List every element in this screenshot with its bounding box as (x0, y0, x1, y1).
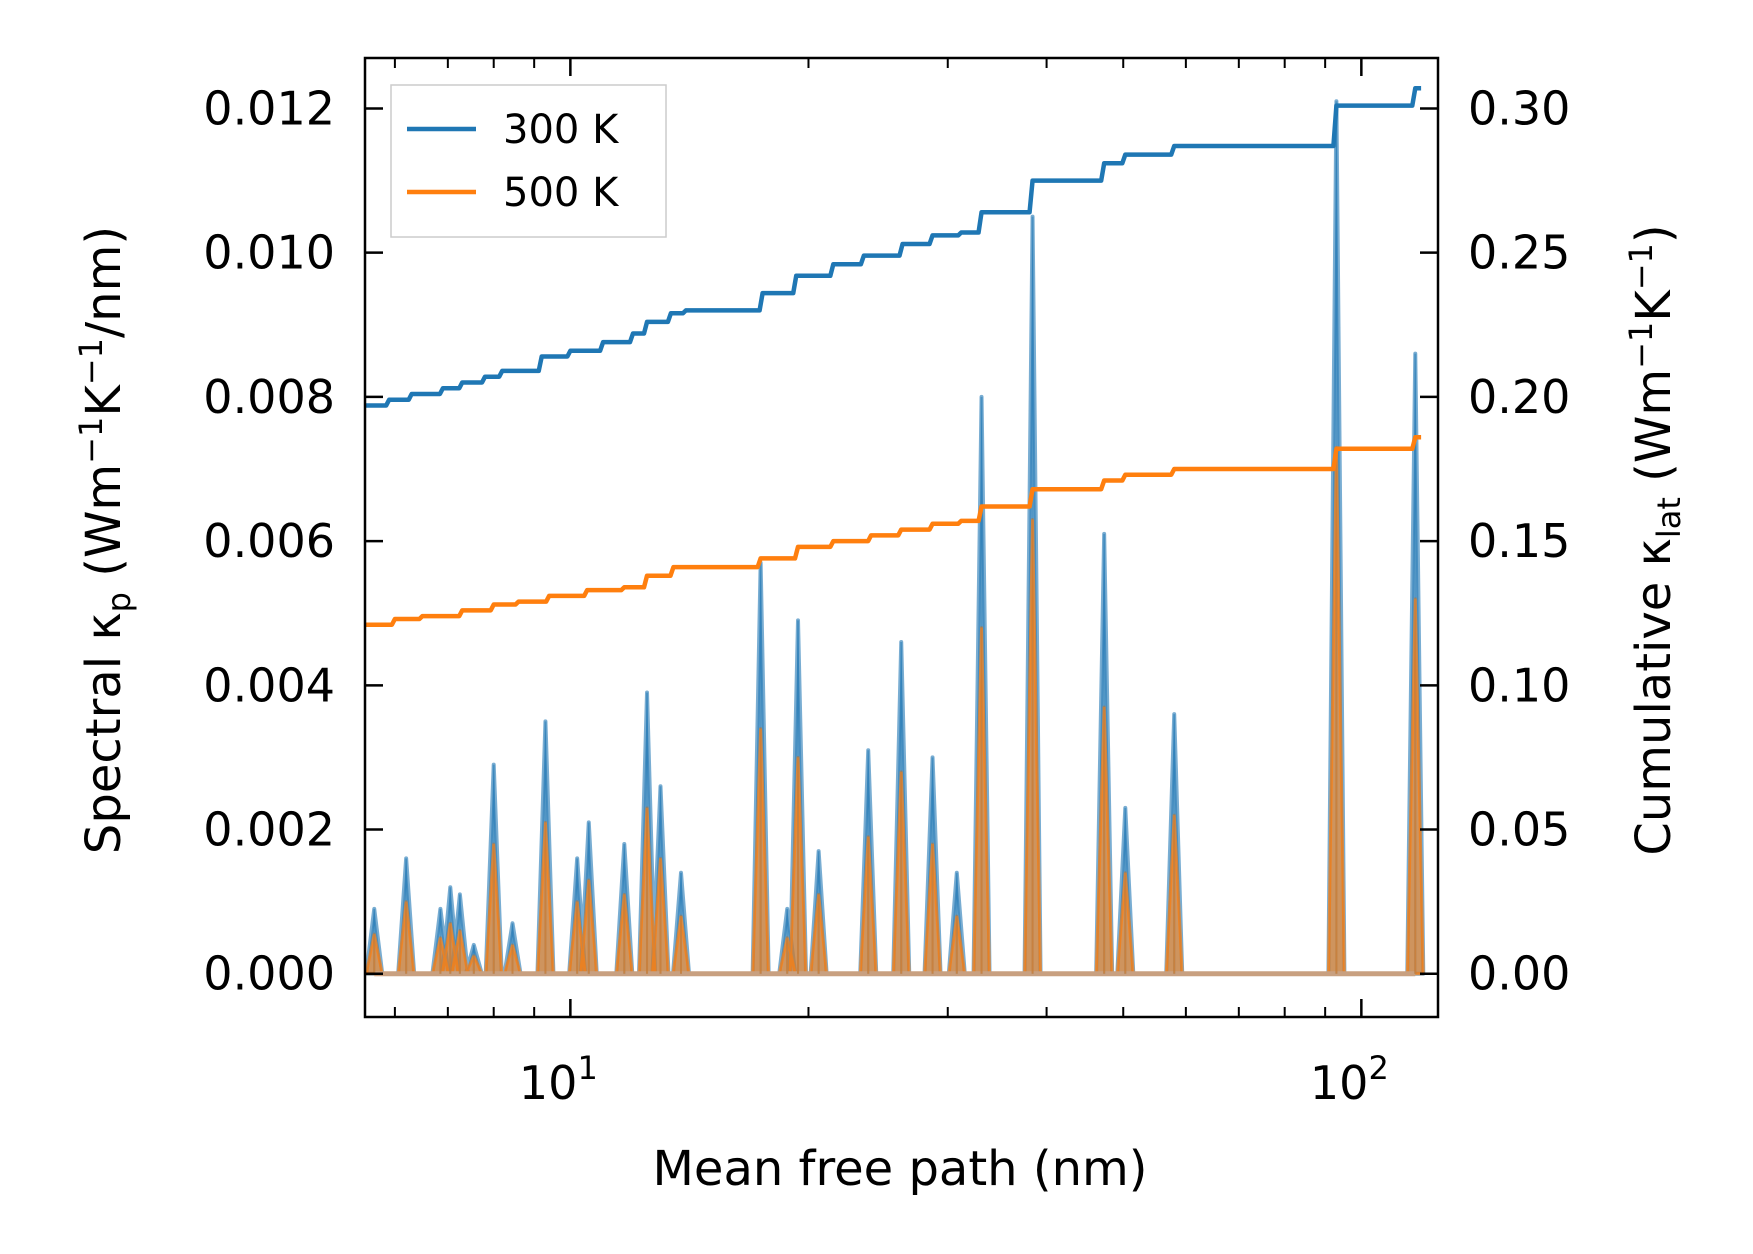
y-right-tick-label: 0.25 (1468, 226, 1570, 280)
y-left-tick-label: 0.000 (203, 947, 335, 1001)
y-right-tick-label: 0.05 (1468, 803, 1570, 857)
legend-label-500k: 500 K (503, 170, 620, 216)
cumulative-line-300k (365, 86, 1422, 408)
x-axis-label: Mean free path (nm) (653, 1141, 1148, 1197)
y-right-tick-label: 0.20 (1468, 370, 1570, 424)
y-left-tick-label: 0.012 (203, 81, 335, 135)
legend-frame (390, 84, 667, 238)
y-left-tick-label: 0.010 (203, 226, 335, 280)
x-tick-label: 101 (519, 1049, 598, 1110)
y-axis-label-right: Cumulative κlat (Wm−1K−1) (1622, 224, 1688, 855)
y-axis-label-left: Spectral κp (Wm−1K−1/nm) (72, 226, 138, 854)
y-left-tick-label: 0.002 (203, 803, 335, 857)
y-right-tick-label: 0.00 (1468, 947, 1570, 1001)
cumulative-line-500k (365, 435, 1422, 627)
x-tick-label: 102 (1310, 1049, 1389, 1110)
plot-frame (363, 56, 1440, 1019)
y-right-tick-label: 0.30 (1468, 81, 1570, 135)
legend: 300 K 500 K (390, 84, 667, 238)
y-right-tick-label: 0.15 (1468, 514, 1570, 568)
y-left-tick-label: 0.006 (203, 514, 335, 568)
legend-label-300k: 300 K (503, 107, 620, 153)
axes: 0.000 0.002 0.004 0.006 0.008 0.010 0.012 0.00 0… (203, 56, 1570, 1110)
y-left-tick-label: 0.004 (203, 658, 335, 712)
plot-area (364, 86, 1426, 977)
y-right-tick-label: 0.10 (1468, 658, 1570, 712)
y-left-tick-label: 0.008 (203, 370, 335, 424)
